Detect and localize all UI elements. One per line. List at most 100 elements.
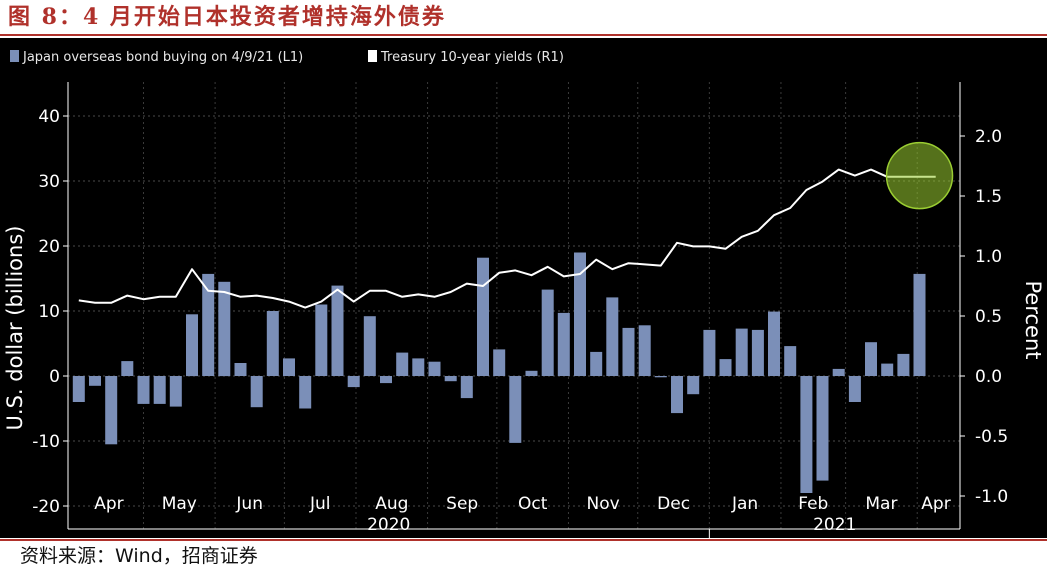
figure-title: 图 8：4 月开始日本投资者增持海外债券 (8, 4, 446, 30)
bar (638, 325, 651, 376)
bar (347, 376, 360, 388)
bar (72, 376, 85, 402)
x-month-label: Aug (375, 494, 408, 514)
bar (832, 368, 845, 376)
bar (897, 353, 910, 376)
bar (719, 359, 732, 376)
bar (687, 376, 700, 395)
right-tick-label: 1.0 (975, 247, 1002, 267)
right-tick-label: -0.5 (975, 427, 1008, 447)
x-month-label: Dec (657, 494, 690, 514)
bar (331, 285, 344, 376)
x-month-label: Jan (731, 494, 758, 514)
bar (137, 376, 150, 404)
bar (396, 352, 409, 376)
bar (557, 312, 570, 376)
bar (703, 329, 716, 376)
x-month-label: Apr (921, 494, 950, 514)
x-month-label: Mar (865, 494, 897, 514)
legend-line-label: Treasury 10-year yields (R1) (380, 50, 564, 65)
x-month-label: May (162, 494, 197, 514)
bars-layer (72, 252, 926, 493)
chart-panel: 40 30 20 10 0 -10 -20 2.0 1.5 1.0 0.5 0.0 -0.5 -1.0 Ap… (0, 38, 1047, 538)
x-year-label: 2021 (813, 515, 856, 535)
bar (800, 376, 813, 493)
legend-bar-label: Japan overseas bond buying on 4/9/21 (L1… (22, 50, 303, 65)
bar (202, 273, 215, 376)
x-month-label: Jun (235, 494, 263, 514)
left-tick-label: 0 (49, 367, 60, 387)
bar (315, 304, 328, 376)
x-month-label: Feb (798, 494, 828, 514)
bar (574, 252, 586, 376)
bar (654, 376, 667, 378)
bar (606, 297, 619, 376)
left-tick-label: 40 (38, 107, 60, 127)
bar (671, 376, 683, 414)
x-year-label: 2020 (367, 515, 410, 535)
bar (266, 311, 279, 376)
x-month-label: Nov (587, 494, 620, 514)
legend-bar-swatch (10, 50, 19, 62)
legend-line-swatch (368, 50, 377, 62)
bottom-rule (0, 539, 1047, 541)
bar (784, 346, 797, 376)
bar (234, 363, 247, 376)
left-axis-title: U.S. dollar (billions) (3, 226, 27, 431)
bar (186, 314, 198, 377)
right-tick-label: 2.0 (975, 127, 1002, 147)
bar (541, 289, 554, 376)
x-month-label: Jul (309, 494, 331, 514)
bar (525, 370, 538, 376)
line-layer (78, 141, 954, 309)
right-tick-label: -1.0 (975, 487, 1008, 507)
bar (913, 273, 926, 376)
title-rule (0, 34, 1047, 36)
text-layer: 40 30 20 10 0 -10 -20 2.0 1.5 1.0 0.5 0.0 -0.5 -1.0 Ap… (3, 107, 1045, 535)
bar (444, 376, 457, 382)
right-tick-label: 0.0 (975, 367, 1002, 387)
bar (848, 376, 861, 402)
bar (622, 327, 635, 376)
bar (816, 376, 829, 481)
yield-line (78, 168, 936, 309)
bar (768, 311, 780, 376)
legend-layer: Japan overseas bond buying on 4/9/21 (L1… (10, 50, 564, 65)
chart-svg: 40 30 20 10 0 -10 -20 2.0 1.5 1.0 0.5 0.0 -0.5 -1.0 Ap… (3, 50, 1045, 538)
bar (735, 328, 748, 376)
bar (218, 281, 231, 377)
x-month-label: Sep (446, 494, 478, 514)
bar (412, 358, 425, 376)
x-month-label: Apr (94, 494, 123, 514)
bar (169, 376, 182, 407)
bar (380, 376, 392, 384)
bar (428, 361, 441, 376)
highlight-circle (885, 141, 954, 210)
source-note: 资料来源：Wind，招商证券 (20, 545, 258, 567)
bar (460, 376, 473, 399)
left-tick-label: -10 (32, 432, 60, 452)
left-tick-label: 10 (38, 302, 60, 322)
bar (363, 316, 376, 376)
left-tick-label: 30 (38, 172, 60, 192)
right-tick-label: 0.5 (975, 307, 1002, 327)
bar (509, 376, 522, 443)
bar (865, 342, 877, 376)
bar (881, 363, 894, 376)
right-tick-label: 1.5 (975, 187, 1002, 207)
bar (477, 257, 489, 376)
x-month-label: Oct (518, 494, 548, 514)
axes-layer (63, 82, 965, 538)
bar (105, 376, 118, 445)
bar (153, 376, 166, 404)
bar (250, 376, 263, 408)
left-tick-label: 20 (38, 237, 60, 257)
bar (493, 349, 506, 376)
right-axis-title: Percent (1021, 280, 1045, 359)
bar (751, 329, 764, 376)
bar (121, 361, 134, 376)
bar (590, 351, 603, 376)
bar (89, 376, 101, 386)
bar (299, 376, 312, 409)
left-tick-label: -20 (32, 497, 60, 517)
